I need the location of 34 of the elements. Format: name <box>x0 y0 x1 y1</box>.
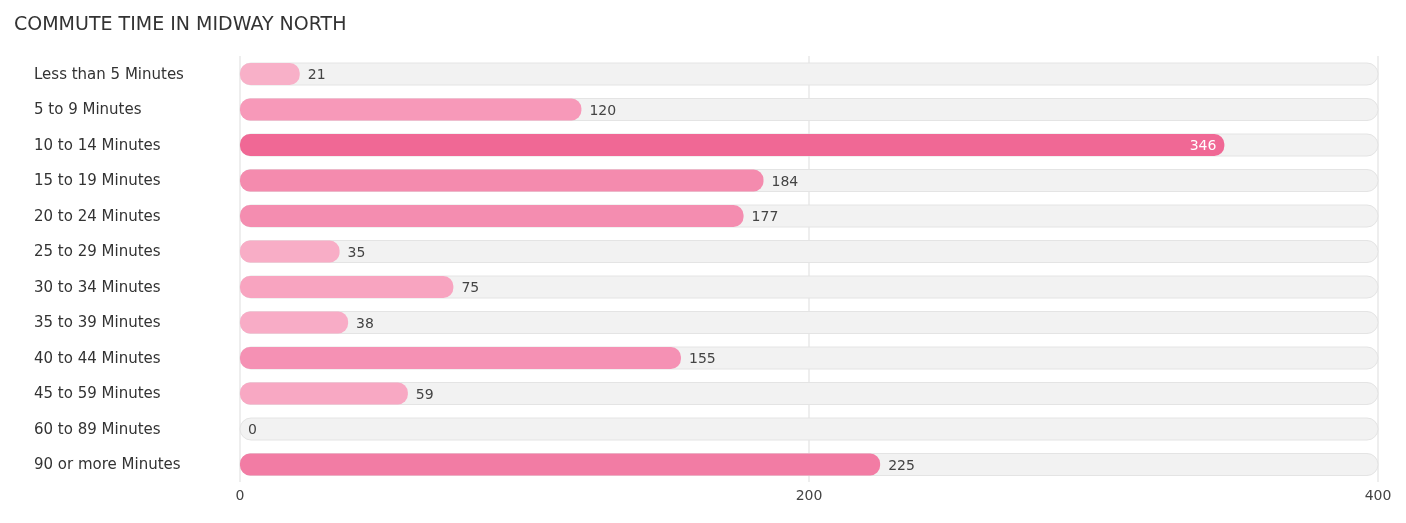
y-tick-label: 25 to 29 Minutes <box>34 242 161 261</box>
bar <box>240 276 454 298</box>
data-label: 225 <box>888 456 915 473</box>
y-tick-label: 45 to 59 Minutes <box>34 384 161 403</box>
y-tick-label: 35 to 39 Minutes <box>34 313 161 332</box>
bar <box>240 382 408 405</box>
data-label: 75 <box>461 279 480 295</box>
data-label: 0 <box>248 421 257 437</box>
data-label: 120 <box>589 101 617 118</box>
y-tick-label: 10 to 14 Minutes <box>34 135 161 154</box>
data-label: 38 <box>356 314 374 331</box>
x-tick-label: 200 <box>795 486 823 503</box>
y-tick-label: 90 or more Minutes <box>34 455 181 474</box>
y-tick-label: 30 to 34 Minutes <box>34 277 161 296</box>
bar <box>240 311 349 334</box>
y-tick-label: 5 to 9 Minutes <box>34 100 142 119</box>
x-tick-label: 0 <box>235 486 245 503</box>
data-label: 346 <box>1189 137 1217 153</box>
y-tick-label: 40 to 44 Minutes <box>34 348 161 367</box>
data-label: 35 <box>347 243 366 260</box>
y-tick-label: Less than 5 Minutes <box>34 64 185 83</box>
bar <box>240 63 300 85</box>
y-tick-label: 20 to 24 Minutes <box>34 206 161 225</box>
y-tick-label: 60 to 89 Minutes <box>34 419 161 438</box>
data-label: 21 <box>307 66 326 82</box>
y-tick-label: 15 to 19 Minutes <box>34 171 161 190</box>
data-label: 59 <box>415 385 434 402</box>
bar <box>240 240 340 263</box>
x-tick-label: 400 <box>1364 486 1392 503</box>
bar <box>240 98 582 121</box>
data-label: 177 <box>751 208 779 224</box>
chart-title: COMMUTE TIME IN MIDWAY NORTH <box>14 12 347 34</box>
data-label: 184 <box>771 172 799 189</box>
data-label: 155 <box>688 350 716 366</box>
